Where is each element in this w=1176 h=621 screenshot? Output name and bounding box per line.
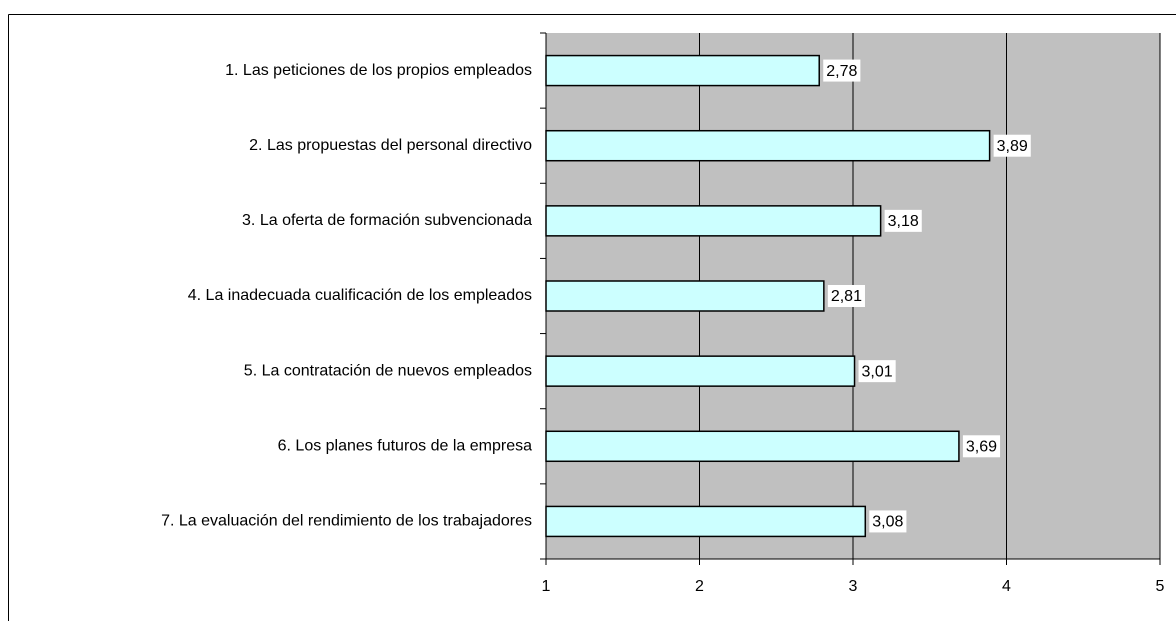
y-tick-label: 3. La oferta de formación subvencionada <box>242 212 532 229</box>
x-tick-label: 5 <box>1156 578 1165 595</box>
value-label: 3,89 <box>997 138 1028 155</box>
y-tick-label: 7. La evaluación del rendimiento de los … <box>161 513 532 530</box>
bar <box>545 205 882 237</box>
bar <box>545 430 960 463</box>
value-label-bg <box>962 435 1001 458</box>
value-label: 3,01 <box>862 363 893 380</box>
y-tick-label: 4. La inadecuada cualificación de los em… <box>188 287 532 304</box>
y-tick-label: 2. Las propuestas del personal directivo <box>249 137 532 154</box>
y-tick-label: 1. Las peticiones de los propios emplead… <box>225 62 532 79</box>
x-tick-label: 1 <box>542 578 551 595</box>
value-label-bg <box>858 360 896 383</box>
y-tick-label: 5. La contratación de nuevos empleados <box>244 362 532 379</box>
bar <box>545 355 856 387</box>
value-label: 3,18 <box>888 213 919 230</box>
x-tick-label: 4 <box>1002 578 1011 595</box>
value-label: 2,81 <box>831 288 862 305</box>
value-label: 2,78 <box>826 63 857 80</box>
value-label-bg <box>993 134 1031 157</box>
value-label-bg <box>823 59 861 82</box>
value-label-bg <box>827 285 865 307</box>
bar <box>545 505 867 538</box>
x-tick-label: 2 <box>695 578 704 595</box>
bar <box>545 129 991 162</box>
value-label: 3,69 <box>966 439 997 456</box>
x-tick-label: 3 <box>849 578 858 595</box>
value-label: 3,08 <box>872 514 903 531</box>
value-label-bg <box>884 209 922 232</box>
y-tick-label: 6. Los planes futuros de la empresa <box>278 438 532 455</box>
bar <box>545 54 820 87</box>
value-label-bg <box>869 510 907 533</box>
bar <box>545 280 825 312</box>
